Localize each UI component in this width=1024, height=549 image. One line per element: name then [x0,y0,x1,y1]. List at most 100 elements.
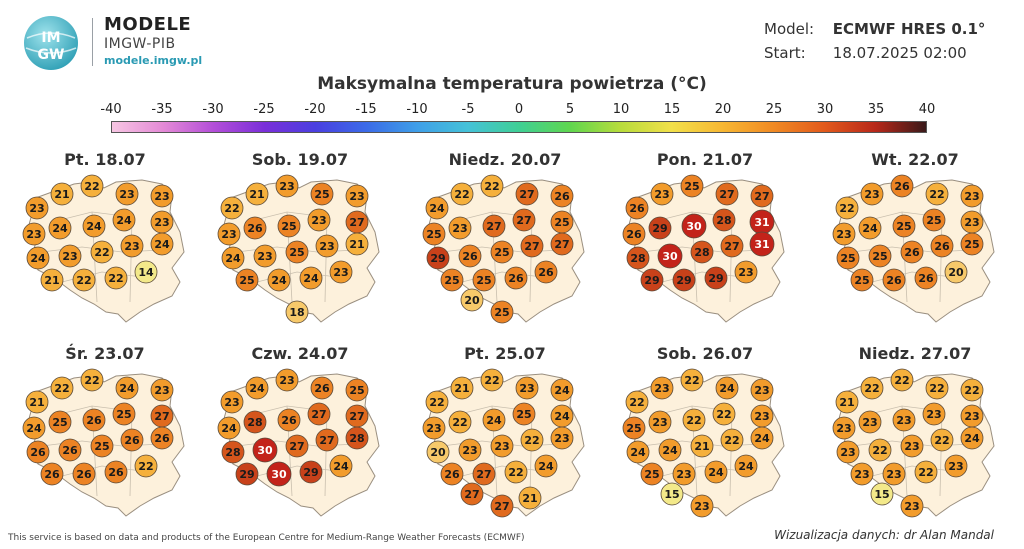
temperature-marker: 28 [221,440,245,464]
temperature-value: 23 [840,446,855,459]
temperature-marker-circle [235,462,259,486]
temperature-marker: 23 [275,368,299,392]
brand-url-link[interactable]: modele.imgw.pl [104,54,203,67]
temperature-marker: 29 [704,266,728,290]
temperature-marker: 23 [858,410,882,434]
temperature-marker: 25 [490,240,514,264]
temperature-marker-circle [672,462,696,486]
temperature-marker: 24 [217,416,241,440]
temperature-value: 21 [694,440,709,453]
temperature-value: 21 [44,274,59,287]
start-info: Start: 18.07.2025 02:00 [764,44,967,62]
temperature-marker-circle [490,300,514,324]
temperature-marker-circle [648,216,672,240]
temperature-marker: 26 [150,426,174,450]
temperature-value: 22 [929,382,944,395]
temperature-value: 24 [429,202,445,215]
temperature-marker-circle [221,440,245,464]
forecast-panel: Wt. 22.07 22 23 26 22 23 23 24 25 25 23 25 25 26 26 25 2… [820,150,1010,340]
panel-date-title: Sob. 26.07 [656,344,754,363]
scale-tick-label: -30 [202,102,224,117]
temperature-marker: 26 [882,268,906,292]
temperature-marker: 24 [115,376,139,400]
temperature-marker-circle [112,208,136,232]
temperature-marker: 24 [550,404,574,428]
temperature-marker-circle [626,246,650,270]
temperature-marker-circle [626,440,650,464]
start-label: Start: [764,44,806,62]
scale-tick-label: -35 [151,102,173,117]
temperature-marker-circle [285,300,309,324]
model-info: Model: ECMWF HRES 0.1° [764,20,985,38]
temperature-value: 28 [247,416,262,429]
scale-tick-label: 25 [765,102,783,117]
temperature-value: 23 [333,266,348,279]
temperature-marker-circle [750,184,774,208]
temperature-marker: 25 [310,182,334,206]
temperature-value: 24 [26,422,42,435]
temperature-value: 23 [854,468,869,481]
temperature-marker-circle [285,240,309,264]
temperature-marker: 27 [345,210,369,234]
temperature-marker: 24 [960,426,984,450]
temperature-marker: 22 [835,196,859,220]
temperature-value: 26 [76,468,92,481]
temperature-marker: 23 [832,416,856,440]
temperature-marker-circle [120,428,144,452]
forecast-panel: Sob. 19.07 22 21 23 25 23 23 26 25 23 27 24 23 25 23 21… [205,150,395,340]
temperature-marker-circle [235,268,259,292]
temperature-value: 24 [30,252,46,265]
temperature-marker: 22 [625,390,649,414]
temperature-marker-circle [832,222,856,246]
temperature-value: 30 [257,444,273,457]
temperature-marker: 24 [704,460,728,484]
temperature-marker-circle [315,234,339,258]
temperature-value: 21 [29,396,44,409]
temperature-value: 26 [904,246,920,259]
temperature-marker: 23 [58,244,82,268]
temperature-value: 26 [886,274,902,287]
temperature-marker: 26 [440,462,464,486]
temperature-value: 23 [964,216,979,229]
temperature-marker: 22 [80,174,104,198]
temperature-value: 22 [484,374,499,387]
temperature-value: 22 [508,466,523,479]
temperature-marker: 22 [868,438,892,462]
temperature-marker: 21 [245,182,269,206]
temperature-marker-circle [120,234,144,258]
forecast-panel: Pt. 25.07 22 21 22 23 24 23 22 24 25 24 20 23 23 22 23 2… [410,344,600,534]
model-value: ECMWF HRES 0.1° [832,20,986,38]
temperature-marker: 23 [960,404,984,428]
temperature-value: 26 [629,202,645,215]
temperature-marker: 23 [120,234,144,258]
temperature-marker: 21 [50,182,74,206]
temperature-value: 27 [289,440,304,453]
temperature-marker-circle [515,182,539,206]
temperature-value: 26 [281,414,297,427]
temperature-marker-circle [422,222,446,246]
temperature-value: 22 [864,382,879,395]
temperature-value: 25 [239,274,254,287]
temperature-marker: 28 [626,246,650,270]
panel-date-title: Pt. 18.07 [64,150,146,169]
temperature-marker: 25 [277,214,301,238]
temperature-marker: 24 [534,454,558,478]
temperature-marker-circle [310,376,334,400]
temperature-value: 22 [108,272,123,285]
temperature-marker-circle [80,174,104,198]
temperature-marker-circle [850,268,874,292]
temperature-marker: 24 [715,376,739,400]
temperature-value: 21 [454,382,469,395]
temperature-marker: 15 [870,482,894,506]
temperature-value: 25 [896,220,911,233]
temperature-value: 22 [224,202,239,215]
temperature-marker-circle [25,196,49,220]
temperature-value: 26 [62,444,78,457]
temperature-marker-circle [345,232,369,256]
temperature-marker-circle [868,244,892,268]
temperature-value: 23 [676,468,691,481]
temperature-marker: 22 [90,240,114,264]
temperature-value: 23 [462,444,477,457]
temperature-marker-circle [836,246,860,270]
temperature-marker-circle [112,402,136,426]
